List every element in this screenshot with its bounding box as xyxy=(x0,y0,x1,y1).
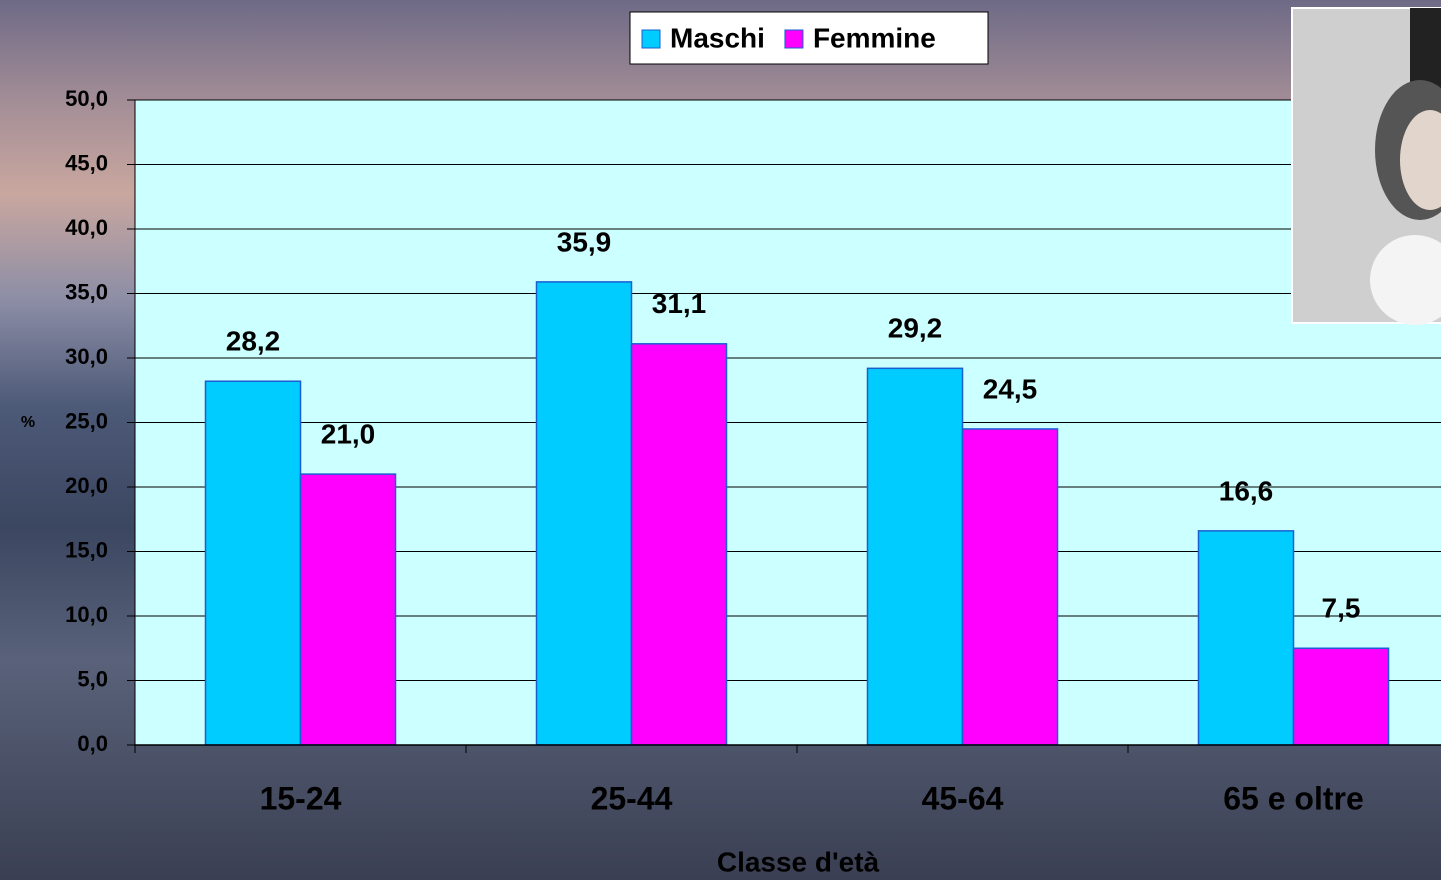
bar xyxy=(1294,648,1389,745)
x-tick-label: 25-44 xyxy=(591,780,673,816)
value-label: 16,6 xyxy=(1219,475,1274,506)
y-tick-label: 25,0 xyxy=(65,408,108,433)
y-tick-label: 20,0 xyxy=(65,473,108,498)
y-tick-label: 0,0 xyxy=(77,731,108,756)
value-label: 28,2 xyxy=(226,326,281,357)
y-tick-label: 35,0 xyxy=(65,279,108,304)
y-tick-label: 10,0 xyxy=(65,602,108,627)
y-axis-label: % xyxy=(21,414,35,431)
value-label: 35,9 xyxy=(557,226,612,257)
legend-label: Maschi xyxy=(670,22,765,53)
bar xyxy=(632,344,727,745)
bar xyxy=(1199,531,1294,745)
y-tick-label: 15,0 xyxy=(65,537,108,562)
x-tick-label: 45-64 xyxy=(922,780,1004,816)
page: 0,0 5,0 10,0 15,0 20,0 25,0 30,0 35,0 40,0 45,0 50… xyxy=(0,0,1441,880)
value-label: 29,2 xyxy=(888,313,943,344)
bar xyxy=(206,381,301,745)
y-tick-label: 50,0 xyxy=(65,86,108,111)
y-tick-label: 45,0 xyxy=(65,150,108,175)
value-label: 24,5 xyxy=(983,373,1038,404)
chart: 0,0 5,0 10,0 15,0 20,0 25,0 30,0 35,0 40,0 45,0 50… xyxy=(0,0,1441,880)
legend-label: Femmine xyxy=(813,22,936,53)
x-tick-label: 15-24 xyxy=(260,780,342,816)
photo xyxy=(1292,8,1441,325)
bar xyxy=(301,474,396,745)
x-axis-label: Classe d'età xyxy=(717,846,880,877)
y-tick-label: 40,0 xyxy=(65,215,108,240)
bar xyxy=(537,282,632,745)
bar xyxy=(963,429,1058,745)
legend-swatch xyxy=(785,30,803,48)
x-tick-label: 65 e oltre xyxy=(1223,780,1364,816)
bar xyxy=(868,368,963,745)
y-tick-label: 30,0 xyxy=(65,344,108,369)
y-tick-label: 5,0 xyxy=(77,666,108,691)
legend-swatch xyxy=(642,30,660,48)
value-label: 21,0 xyxy=(321,418,376,449)
value-label: 7,5 xyxy=(1322,593,1361,624)
value-label: 31,1 xyxy=(652,288,707,319)
